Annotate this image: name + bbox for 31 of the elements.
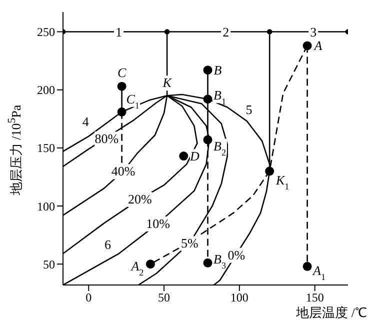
x-tick-label: 0 [86,290,92,305]
annotation: 1 [116,24,122,40]
x-axis-title: 地层温度 /℃ [296,305,367,320]
annotation: A [313,38,322,54]
x-tick-label: 100 [230,290,248,305]
annotation: C$_{1}$ [126,91,140,110]
annotation: 5% [180,236,198,251]
annotation: 3 [310,24,317,40]
annotation: B$_{1}$ [214,88,226,107]
y-tick-label: 100 [37,199,55,214]
annotation: B$_{2}$ [214,138,226,158]
x-tick-label: 50 [158,290,170,305]
annotation: A$_{2}$ [130,258,144,278]
y-tick-label: 150 [37,141,55,156]
annotation: 6 [104,237,112,252]
annotation: B [214,62,222,78]
annotation: 0% [228,247,246,262]
annotation: B$_{3}$ [214,251,226,270]
x-tick-label: 150 [306,290,324,305]
y-tick-label: 200 [37,83,55,98]
annotation: A$_{1}$ [312,262,326,282]
annotation: 5 [246,102,252,117]
annotation: 2 [222,24,230,40]
annotation: K [162,75,173,90]
annotation: 80% [94,131,119,146]
y-tick-label: 50 [43,257,55,272]
annotation: C [117,64,126,80]
annotation: K$_{1}$ [274,172,290,192]
y-tick-label: 250 [37,25,55,40]
annotation: 4 [82,114,90,129]
annotation: D [188,148,200,164]
